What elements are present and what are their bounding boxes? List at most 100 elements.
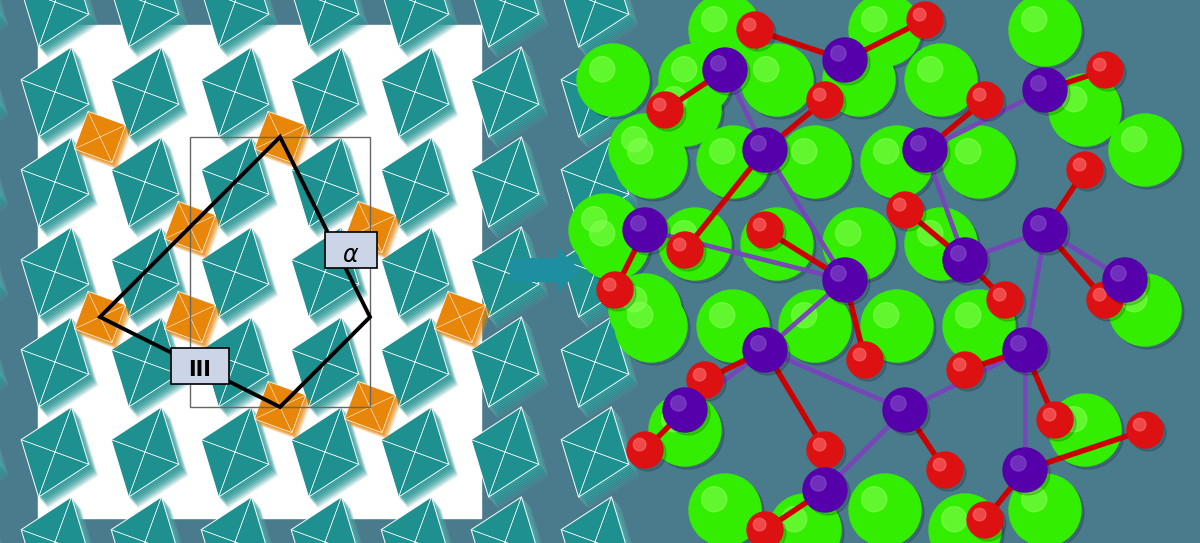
Circle shape	[852, 0, 924, 69]
Polygon shape	[295, 502, 364, 543]
Polygon shape	[296, 324, 365, 414]
Polygon shape	[28, 325, 96, 415]
Polygon shape	[298, 55, 366, 146]
Polygon shape	[25, 411, 92, 501]
Polygon shape	[475, 323, 544, 413]
Polygon shape	[209, 416, 277, 507]
Polygon shape	[164, 292, 216, 343]
Polygon shape	[116, 144, 185, 234]
Circle shape	[589, 220, 614, 246]
Polygon shape	[389, 416, 457, 507]
Polygon shape	[298, 325, 366, 415]
Circle shape	[1073, 159, 1086, 171]
Polygon shape	[384, 230, 451, 320]
Circle shape	[970, 505, 1006, 541]
Polygon shape	[299, 56, 367, 147]
Circle shape	[631, 216, 646, 231]
Circle shape	[990, 285, 1026, 321]
Polygon shape	[383, 48, 450, 138]
Polygon shape	[119, 56, 187, 147]
Polygon shape	[292, 407, 359, 497]
Polygon shape	[300, 0, 368, 58]
Polygon shape	[77, 294, 127, 345]
Polygon shape	[25, 231, 92, 321]
Polygon shape	[350, 388, 402, 439]
Polygon shape	[210, 328, 278, 418]
Polygon shape	[167, 294, 217, 345]
Polygon shape	[299, 147, 367, 237]
Circle shape	[850, 0, 922, 66]
Circle shape	[626, 211, 670, 255]
Polygon shape	[293, 318, 360, 408]
Polygon shape	[564, 0, 631, 50]
Polygon shape	[112, 317, 179, 407]
Polygon shape	[295, 231, 362, 321]
Polygon shape	[0, 142, 4, 232]
Polygon shape	[473, 318, 540, 408]
Polygon shape	[568, 145, 636, 235]
Polygon shape	[260, 118, 312, 169]
Polygon shape	[389, 147, 457, 237]
Polygon shape	[438, 296, 490, 347]
Polygon shape	[24, 320, 91, 410]
Polygon shape	[202, 317, 269, 407]
Circle shape	[610, 274, 682, 346]
Polygon shape	[22, 227, 89, 317]
Polygon shape	[210, 508, 278, 543]
Circle shape	[1127, 412, 1163, 448]
Circle shape	[864, 293, 936, 365]
Polygon shape	[0, 328, 8, 418]
Polygon shape	[120, 238, 188, 328]
Polygon shape	[349, 387, 401, 438]
Circle shape	[1022, 208, 1067, 252]
Polygon shape	[204, 0, 271, 50]
Circle shape	[1052, 77, 1124, 149]
Circle shape	[589, 56, 614, 82]
Circle shape	[630, 435, 666, 471]
Circle shape	[769, 494, 841, 543]
Circle shape	[904, 128, 947, 172]
Circle shape	[754, 56, 779, 82]
Polygon shape	[385, 141, 452, 231]
Polygon shape	[116, 54, 185, 144]
Polygon shape	[77, 295, 128, 346]
Polygon shape	[475, 51, 542, 141]
Polygon shape	[205, 502, 274, 543]
Circle shape	[1040, 405, 1076, 441]
Polygon shape	[386, 504, 455, 543]
Polygon shape	[0, 231, 2, 321]
Circle shape	[1112, 117, 1184, 189]
Circle shape	[666, 391, 710, 435]
Polygon shape	[300, 148, 368, 238]
Polygon shape	[22, 47, 89, 137]
Polygon shape	[474, 230, 541, 320]
Polygon shape	[479, 56, 547, 147]
Circle shape	[852, 477, 924, 543]
Polygon shape	[168, 206, 220, 257]
Polygon shape	[295, 411, 362, 501]
Polygon shape	[112, 227, 179, 317]
Polygon shape	[479, 237, 547, 327]
Circle shape	[781, 507, 806, 532]
Polygon shape	[300, 58, 368, 148]
Polygon shape	[300, 328, 368, 418]
Polygon shape	[480, 0, 548, 58]
Polygon shape	[296, 504, 365, 543]
Polygon shape	[439, 297, 491, 349]
Circle shape	[672, 220, 697, 246]
Polygon shape	[0, 234, 5, 324]
Polygon shape	[480, 58, 548, 148]
Polygon shape	[294, 320, 361, 410]
Polygon shape	[23, 318, 90, 408]
Polygon shape	[385, 53, 454, 143]
Polygon shape	[295, 142, 364, 232]
Polygon shape	[26, 324, 95, 414]
Circle shape	[942, 507, 967, 532]
Polygon shape	[79, 297, 131, 349]
Circle shape	[1106, 261, 1150, 305]
Polygon shape	[114, 0, 181, 50]
Polygon shape	[208, 0, 276, 55]
Circle shape	[1003, 448, 1046, 492]
Polygon shape	[30, 508, 98, 543]
Polygon shape	[119, 0, 187, 57]
